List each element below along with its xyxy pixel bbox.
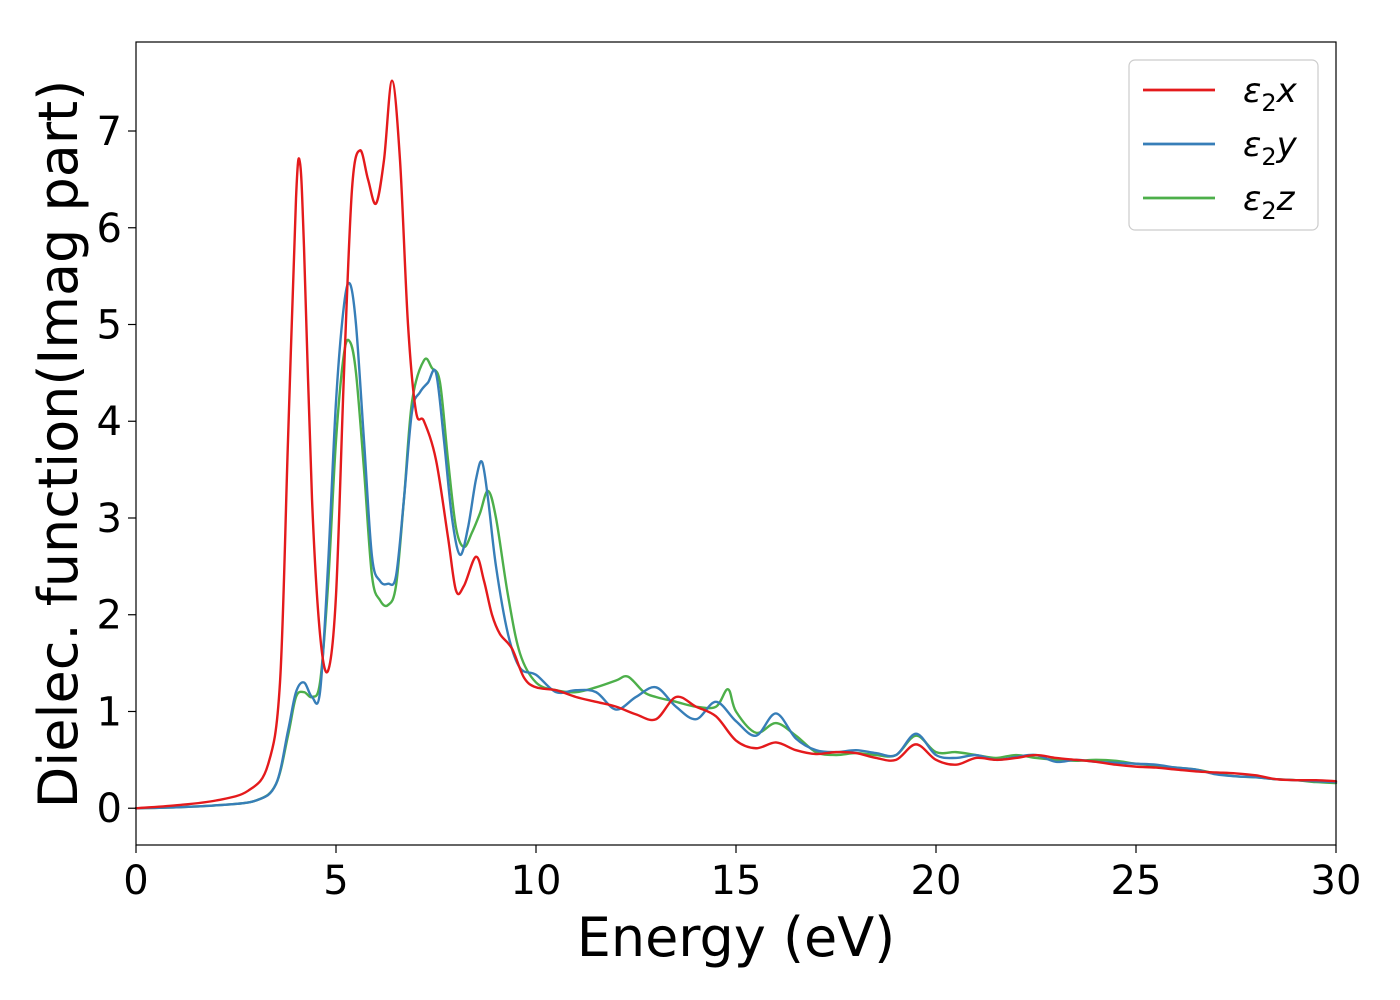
x-tick-label: 15: [711, 858, 762, 904]
y-tick-label: 0: [97, 786, 122, 832]
y-tick-label: 5: [97, 303, 122, 349]
y-axis-title: Dielec. function(Imag part): [27, 80, 90, 809]
legend: ε2x ε2y ε2z: [1128, 59, 1319, 231]
series-line-x: [134, 79, 1338, 810]
y-tick-label: 7: [97, 109, 122, 155]
y-tick-label: 6: [97, 206, 122, 252]
x-tick-label: 25: [1111, 858, 1162, 904]
x-axis-ticks: 0 5 10 15 20 25 30: [123, 845, 1361, 904]
x-tick-label: 10: [511, 858, 562, 904]
legend-label-z: ε2z: [1243, 179, 1296, 225]
x-tick-label: 30: [1311, 858, 1362, 904]
x-tick-label: 20: [911, 858, 962, 904]
y-tick-label: 3: [97, 496, 122, 542]
y-tick-label: 4: [97, 399, 122, 445]
series-layer: [134, 79, 1338, 810]
y-tick-label: 2: [97, 593, 122, 639]
x-axis-title: Energy (eV): [577, 906, 896, 969]
legend-box: [1128, 59, 1319, 231]
legend-label-y: ε2y: [1243, 125, 1298, 171]
y-tick-label: 1: [97, 689, 122, 735]
x-tick-label: 5: [323, 858, 348, 904]
legend-label-x: ε2x: [1243, 71, 1298, 117]
y-axis-ticks: 0 1 2 3 4 5 6 7: [97, 109, 136, 832]
x-tick-label: 0: [123, 858, 148, 904]
